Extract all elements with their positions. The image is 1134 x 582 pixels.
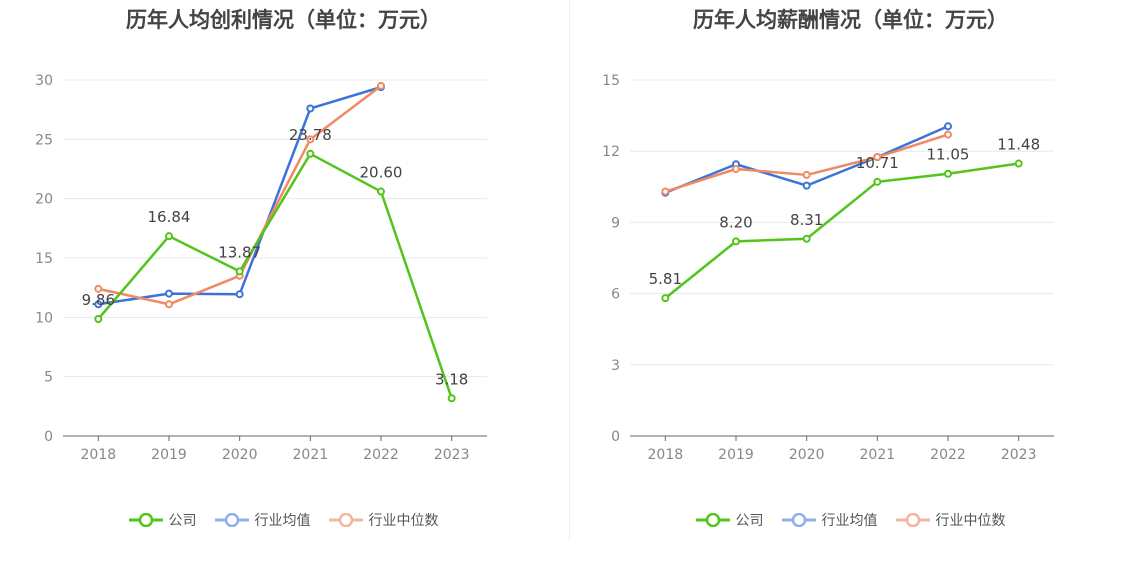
x-tick-label: 2021 [293,447,329,463]
data-point-company [661,294,670,303]
data-point-industry_median [94,284,103,293]
legend-label: 行业均值 [254,513,311,529]
x-tick-label: 2018 [81,447,117,463]
legend-swatch-icon [128,513,163,527]
series-line-company [664,162,1019,300]
data-point-industry_median [306,135,315,144]
y-tick-label: 12 [602,144,620,160]
x-tick-label: 2022 [930,447,966,463]
profit-per-capita-chart: 0 5 10 15 20 25 30 2018 2019 2020 2021 2022 2023 9.86… [35,73,487,463]
data-point-industry_median [873,153,882,162]
y-tick-label: 15 [602,73,620,89]
data-point-company [873,177,882,186]
legend-swatch-icon [695,513,730,527]
data-point-industry_avg [944,122,952,131]
data-point-company [165,232,173,241]
x-tick-label: 2019 [151,447,187,463]
data-label: 16.84 [148,208,191,226]
legend-label: 公司 [168,513,197,529]
data-label: 10.71 [856,154,899,172]
legend-swatch-icon [214,513,249,527]
y-tick-label: 15 [35,251,53,267]
data-label: 3.18 [435,370,468,388]
data-point-industry_median [944,130,952,139]
y-tick-label: 3 [611,358,620,374]
data-label: 11.05 [927,146,970,164]
data-point-industry_avg [306,104,315,113]
data-point-company [944,169,952,178]
data-label: 8.31 [790,211,823,229]
chart-legend: 公司 行业均值 行业中位数 [567,510,1134,530]
x-tick-label: 2019 [718,447,754,463]
x-tick-label: 2023 [434,447,470,463]
data-point-company [306,149,315,158]
data-point-industry_avg [235,290,244,299]
data-point-company [94,314,103,323]
y-tick-label: 9 [611,215,620,231]
chart-legend: 公司 行业均值 行业中位数 [0,510,567,530]
y-tick-label: 25 [35,132,53,148]
y-tick-label: 0 [44,429,53,445]
data-point-industry_median [661,187,670,196]
y-tick-label: 20 [35,192,53,208]
x-tick-label: 2020 [222,447,258,463]
y-tick-label: 5 [44,370,53,386]
data-label: 11.48 [997,136,1040,154]
legend-label: 行业中位数 [935,513,1006,529]
data-label: 13.87 [218,243,261,261]
salary-per-capita-chart-panel: 历年人均薪酬情况（单位：万元） 0 3 6 9 12 15 2018 2019 2020 2021… [567,0,1134,582]
x-tick-label: 2020 [789,447,825,463]
legend-label: 行业中位数 [368,513,439,529]
data-point-industry_median [732,165,740,173]
legend-swatch-icon [328,513,363,527]
data-label: 20.60 [360,164,403,182]
data-point-company [377,187,385,196]
y-tick-label: 6 [611,287,620,303]
series-line-company [97,152,453,399]
data-point-industry_median [802,170,811,179]
data-point-company [802,234,811,243]
x-tick-label: 2023 [1001,447,1037,463]
data-point-industry_avg [94,300,103,309]
data-point-industry_avg [802,181,811,190]
y-tick-label: 0 [611,429,620,445]
data-point-industry_median [165,300,173,309]
data-point-industry_median [377,81,385,90]
x-tick-label: 2022 [363,447,399,463]
legend-item-industry-median[interactable]: 行业中位数 [895,510,1006,530]
data-label: 8.20 [719,213,752,231]
x-tick-label: 2021 [860,447,896,463]
chart-title: 历年人均薪酬情况（单位：万元） [693,8,1008,32]
data-point-company [235,267,244,276]
legend-item-company[interactable]: 公司 [128,510,197,530]
data-label: 23.78 [289,126,332,144]
legend-item-company[interactable]: 公司 [695,510,764,530]
y-tick-label: 10 [35,310,53,326]
legend-item-industry-avg[interactable]: 行业均值 [214,510,311,530]
data-point-company [732,237,740,246]
data-label: 5.81 [649,270,682,288]
panel-divider [569,0,570,540]
profit-per-capita-chart-panel: 历年人均创利情况（单位：万元） 0 5 10 15 20 25 30 2018 2019 2020… [0,8,567,530]
data-point-company [447,394,456,403]
legend-swatch-icon [895,513,930,527]
salary-per-capita-chart: 0 3 6 9 12 15 2018 2019 2020 2021 2022 2023 5.81 8.20… [602,73,1054,463]
y-tick-label: 30 [35,73,53,89]
data-point-industry_avg [165,289,173,298]
data-point-company [1014,159,1023,168]
x-tick-label: 2018 [648,447,684,463]
legend-swatch-icon [781,513,816,527]
legend-label: 公司 [735,513,764,529]
chart-title: 历年人均创利情况（单位：万元） [126,8,441,32]
legend-label: 行业均值 [821,513,878,529]
legend-item-industry-avg[interactable]: 行业均值 [781,510,878,530]
data-label: 9.86 [82,291,115,309]
legend-item-industry-median[interactable]: 行业中位数 [328,510,439,530]
